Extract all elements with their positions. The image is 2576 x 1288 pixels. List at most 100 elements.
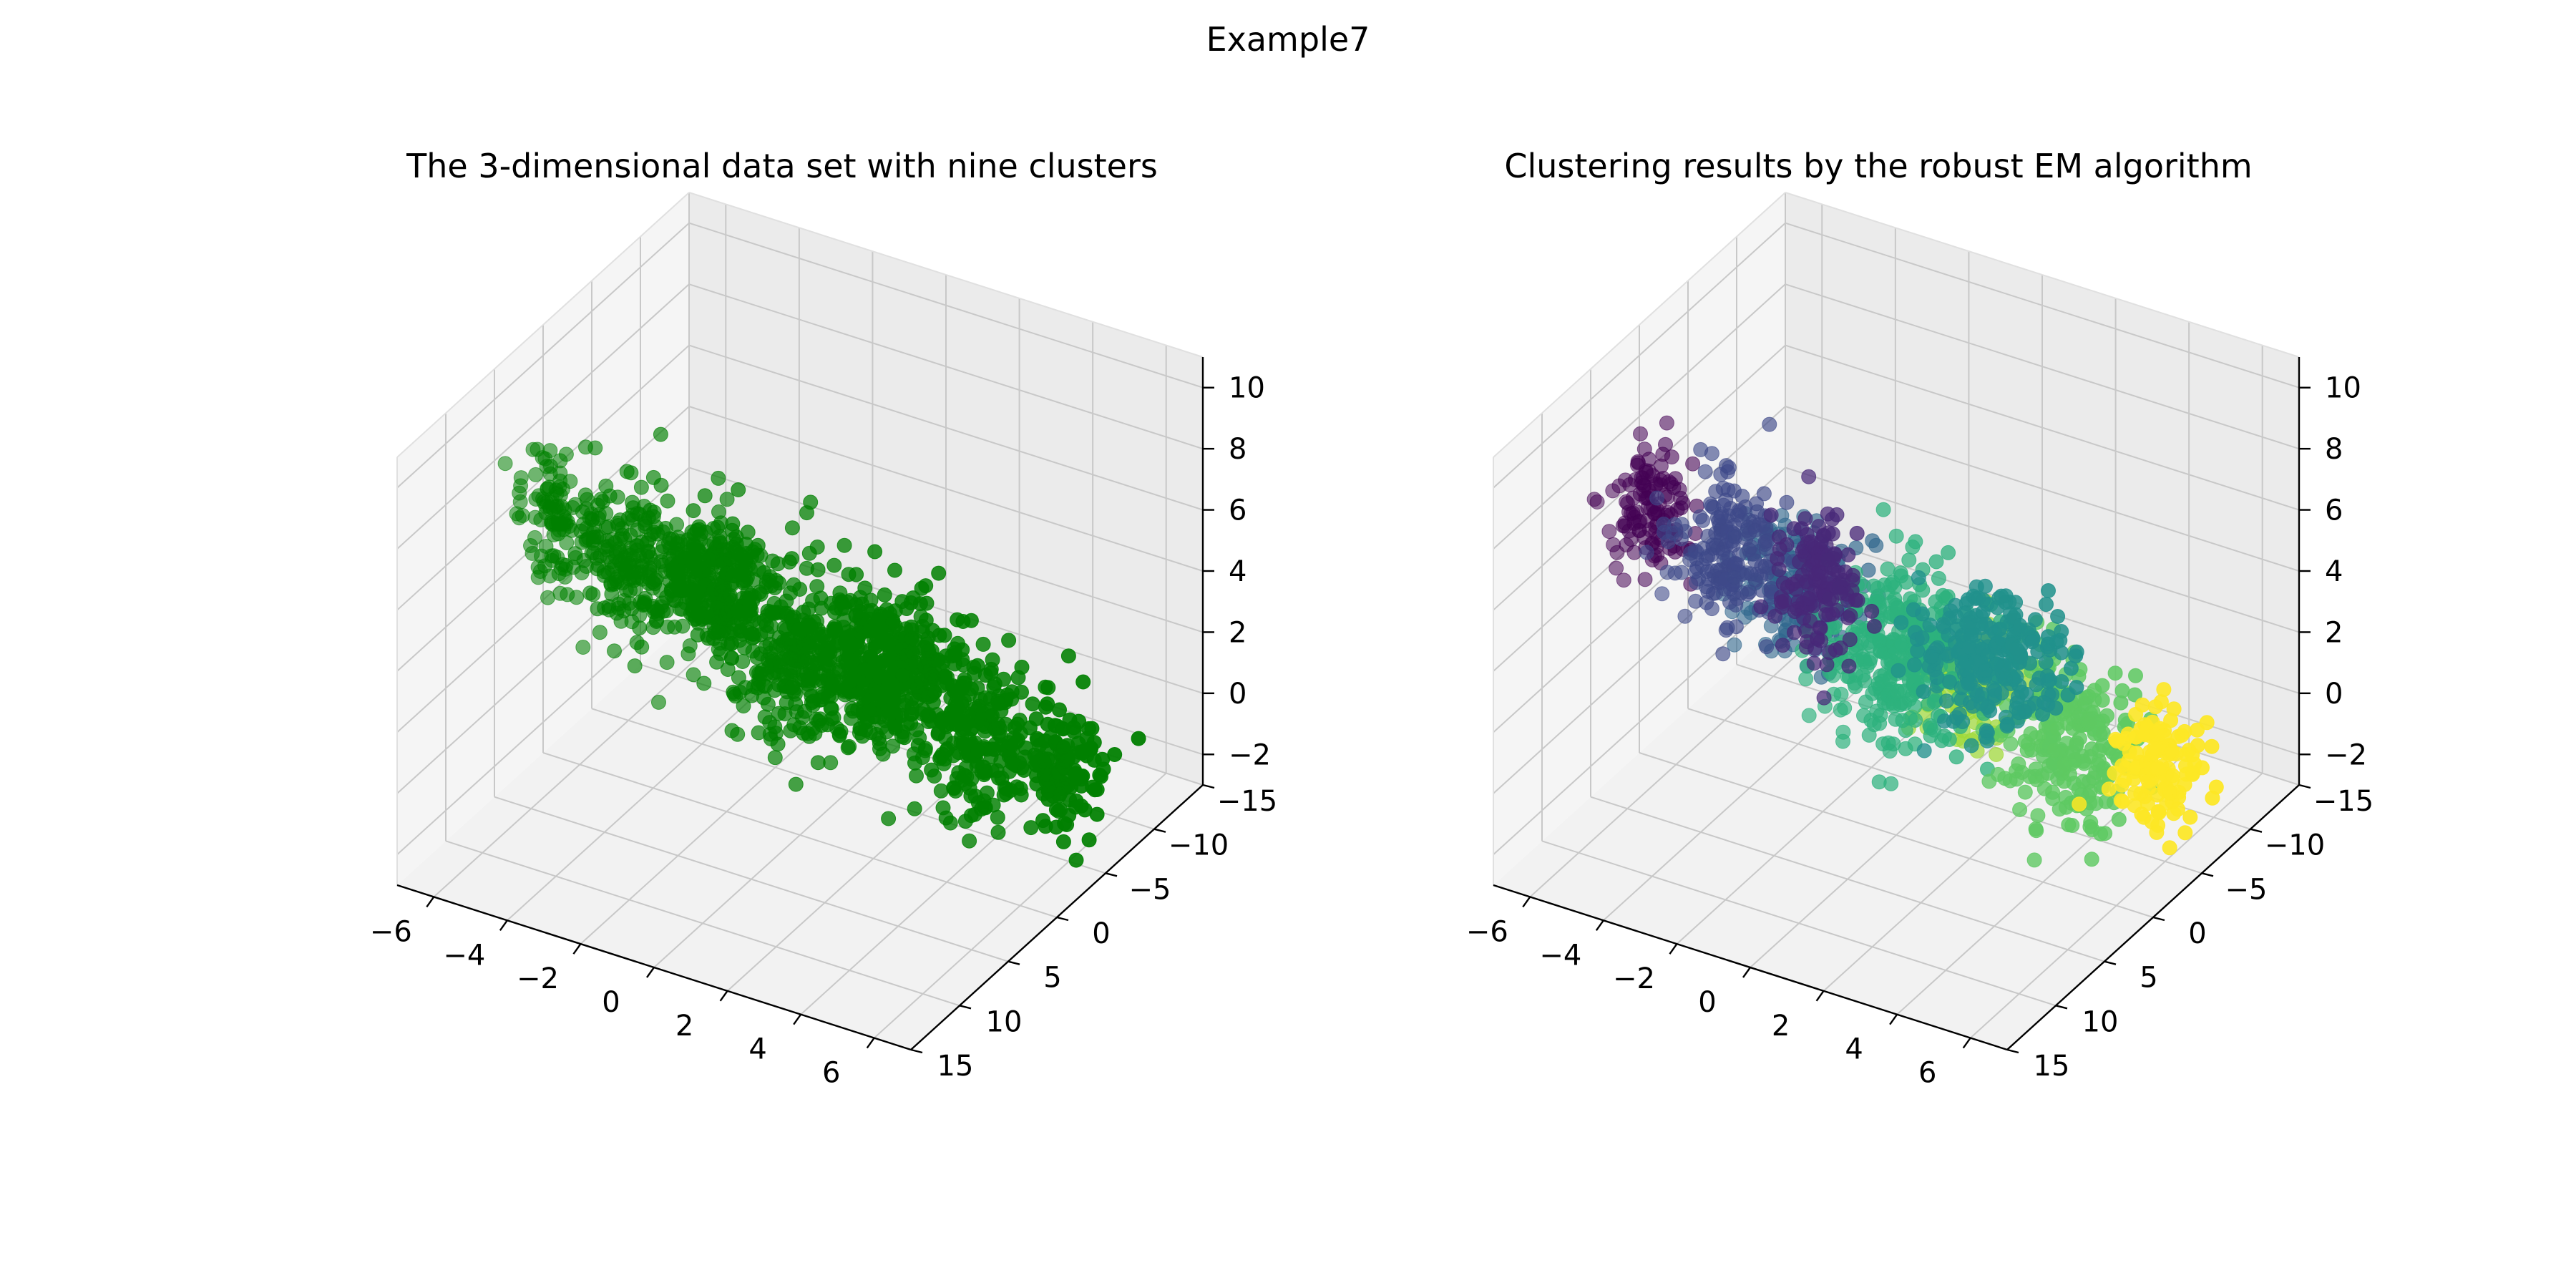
- data-point-cluster-6: [881, 811, 897, 826]
- y-tick: [2055, 1005, 2068, 1010]
- y-tick-label: 15: [937, 1050, 974, 1083]
- data-point-cluster-4: [632, 620, 648, 636]
- y-tick: [2104, 960, 2117, 965]
- data-point-cluster-5: [1931, 570, 1946, 586]
- data-point-cluster-4: [1639, 545, 1654, 560]
- data-point-cluster-7: [1849, 525, 1865, 541]
- z-tick-label: 6: [2325, 494, 2343, 527]
- data-point-cluster-4: [645, 509, 661, 525]
- y-tick-label: 0: [2188, 917, 2206, 950]
- data-point-cluster-3: [1989, 747, 2004, 762]
- data-point-cluster-9: [2149, 824, 2165, 840]
- data-point-cluster-5: [779, 631, 795, 647]
- z-tick-label: 8: [1229, 433, 1246, 466]
- data-point-cluster-5: [1895, 713, 1911, 728]
- scatter-points: [497, 426, 1146, 868]
- data-point-cluster-6: [986, 679, 1002, 695]
- data-point-cluster-1: [528, 467, 544, 482]
- data-point-cluster-8: [897, 730, 912, 746]
- x-tick-label: −4: [1539, 939, 1581, 972]
- data-point-cluster-1: [1630, 454, 1646, 469]
- x-tick: [1522, 896, 1531, 908]
- data-point-cluster-7: [701, 567, 717, 582]
- data-point-cluster-5: [1798, 671, 1814, 687]
- data-point-cluster-8: [1966, 628, 1982, 643]
- data-point-cluster-1: [1639, 464, 1654, 480]
- data-point-cluster-1: [1675, 495, 1691, 511]
- data-point-cluster-7: [1864, 603, 1880, 619]
- y-tick: [910, 1048, 923, 1054]
- data-point-cluster-8: [1916, 684, 1931, 700]
- data-point-cluster-5: [730, 726, 746, 742]
- data-point-cluster-7: [1829, 507, 1845, 522]
- grid-y-floor: [1590, 796, 2105, 962]
- x-tick-label: 4: [1845, 1033, 1863, 1066]
- data-point-cluster-4: [1677, 608, 1693, 624]
- y-tick: [1153, 828, 1166, 833]
- data-point-cluster-4: [555, 557, 570, 572]
- data-point-cluster-9: [2072, 796, 2087, 812]
- data-point-cluster-8: [887, 562, 902, 578]
- data-point-cluster-7: [742, 599, 758, 615]
- data-point-cluster-8: [1994, 588, 2009, 604]
- data-point-cluster-8: [831, 728, 847, 743]
- data-point-cluster-6: [963, 788, 979, 804]
- data-point-cluster-8: [1987, 683, 2003, 698]
- data-point-cluster-7: [1802, 591, 1817, 607]
- data-point-cluster-8: [1938, 693, 1954, 709]
- data-point-cluster-1: [1685, 456, 1701, 472]
- scatter-points: [1586, 415, 2224, 868]
- data-point-cluster-9: [1052, 702, 1067, 718]
- data-point-cluster-7: [1833, 585, 1848, 601]
- data-point-cluster-6: [1014, 659, 1030, 675]
- z-tick-label: 6: [1229, 494, 1246, 527]
- y-tick-label: 10: [2082, 1005, 2119, 1038]
- y-tick-label: −5: [1129, 873, 1171, 906]
- grid-z-back: [1785, 406, 2300, 572]
- data-point-cluster-9: [1096, 761, 1111, 777]
- data-point-cluster-5: [784, 520, 800, 536]
- grid-z-back: [1785, 467, 2300, 633]
- data-point-cluster-8: [885, 615, 901, 630]
- data-point-cluster-8: [1976, 592, 1991, 608]
- grid-z-back: [1785, 283, 2300, 450]
- data-point-cluster-9: [1131, 731, 1146, 746]
- data-point-cluster-9: [1037, 755, 1052, 771]
- data-point-cluster-7: [1828, 547, 1843, 562]
- data-point-cluster-8: [864, 602, 879, 618]
- data-point-cluster-5: [1801, 708, 1817, 723]
- data-point-cluster-7: [711, 624, 726, 640]
- y-tick: [1008, 960, 1020, 965]
- data-point-cluster-7: [1828, 643, 1843, 658]
- data-point-cluster-1: [1632, 513, 1648, 529]
- data-point-cluster-9: [2153, 694, 2169, 710]
- data-point-cluster-8: [947, 641, 962, 657]
- edge: [1785, 192, 2300, 358]
- data-point-cluster-7: [1816, 690, 1832, 706]
- data-point-cluster-8: [955, 614, 971, 629]
- grid-z-side: [396, 406, 690, 672]
- data-point-cluster-5: [810, 755, 826, 771]
- data-point-cluster-1: [513, 478, 529, 494]
- data-point-cluster-2: [686, 667, 701, 683]
- data-point-cluster-9: [2170, 801, 2185, 817]
- data-point-cluster-8: [925, 669, 941, 685]
- data-point-cluster-7: [1771, 562, 1787, 577]
- data-point-cluster-5: [792, 582, 808, 597]
- data-point-cluster-2: [659, 655, 675, 670]
- z-tick-label: 10: [2325, 372, 2361, 405]
- data-point-cluster-8: [848, 597, 864, 613]
- y-tick-label: −5: [2225, 873, 2268, 906]
- data-point-cluster-3: [885, 738, 901, 754]
- data-point-cluster-5: [1941, 545, 1956, 560]
- data-point-cluster-4: [627, 658, 643, 674]
- data-point-cluster-2: [1865, 533, 1880, 549]
- grid-z-side: [1493, 222, 1786, 489]
- z-tick-label: 2: [2325, 616, 2343, 649]
- data-point-cluster-4: [1674, 565, 1689, 580]
- data-point-cluster-8: [927, 684, 942, 700]
- data-point-cluster-2: [719, 492, 735, 507]
- data-point-cluster-1: [1667, 471, 1683, 487]
